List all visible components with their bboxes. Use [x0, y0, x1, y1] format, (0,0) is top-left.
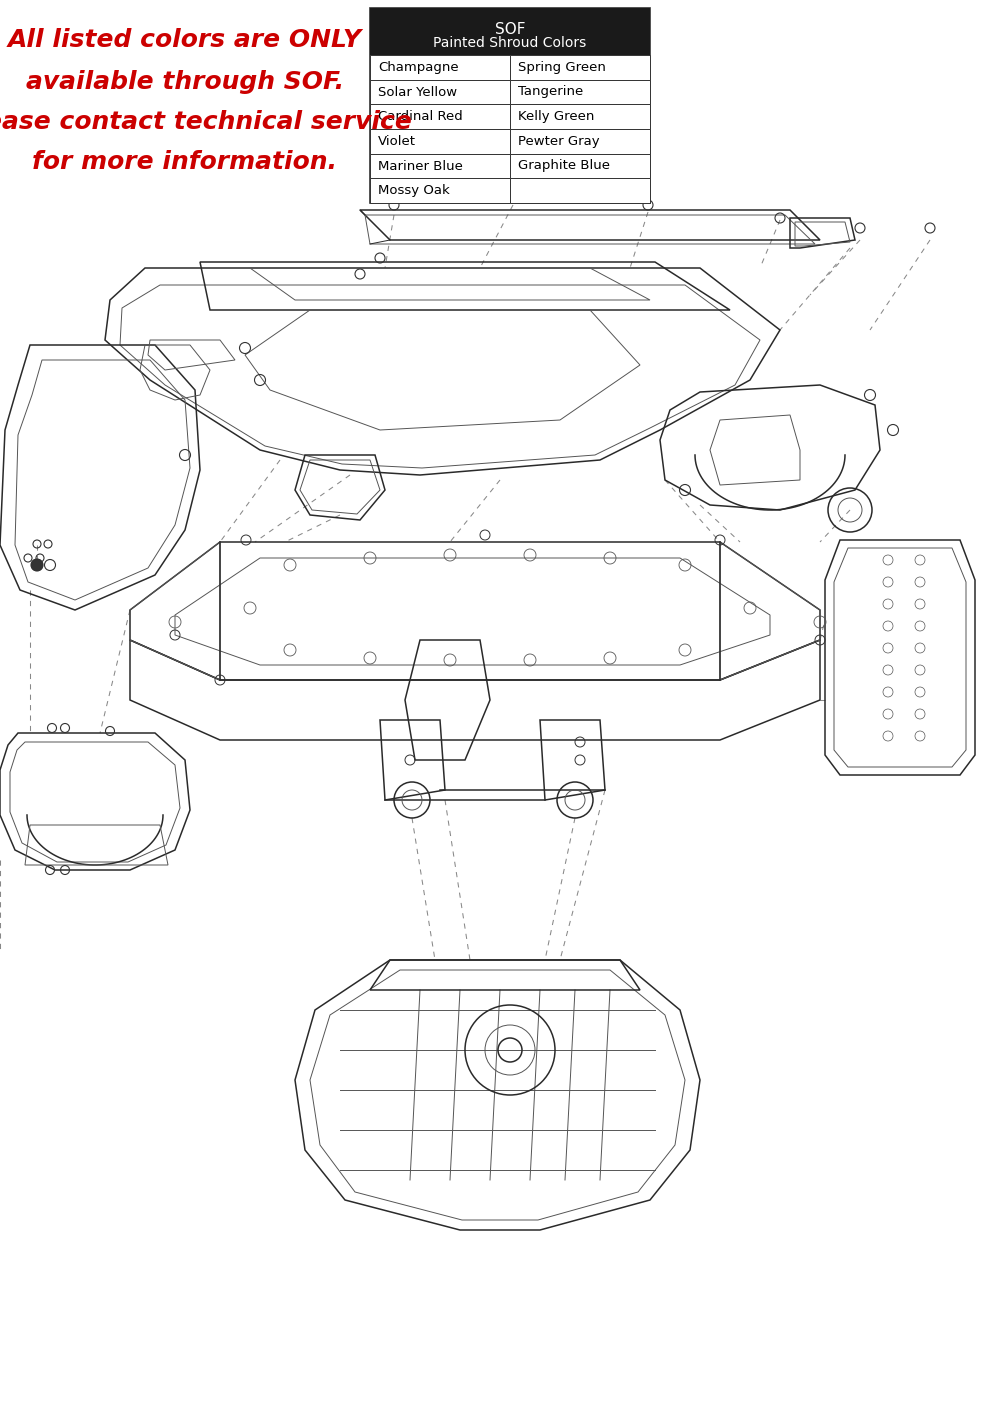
Text: Solar Yellow: Solar Yellow — [378, 85, 457, 98]
FancyBboxPatch shape — [370, 178, 510, 203]
Text: Champagne: Champagne — [378, 61, 459, 74]
FancyBboxPatch shape — [510, 129, 650, 154]
Text: Please contact technical service: Please contact technical service — [0, 110, 412, 134]
FancyBboxPatch shape — [510, 178, 650, 203]
FancyBboxPatch shape — [510, 55, 650, 80]
Text: Tangerine: Tangerine — [518, 85, 583, 98]
Text: available through SOF.: available through SOF. — [26, 70, 344, 94]
Text: Violet: Violet — [378, 135, 416, 148]
Text: SOF: SOF — [495, 21, 525, 37]
FancyBboxPatch shape — [370, 129, 510, 154]
Text: for more information.: for more information. — [32, 149, 338, 174]
FancyBboxPatch shape — [510, 104, 650, 129]
FancyBboxPatch shape — [370, 154, 510, 178]
FancyBboxPatch shape — [510, 80, 650, 104]
FancyBboxPatch shape — [370, 9, 650, 55]
Text: All listed colors are ONLY: All listed colors are ONLY — [8, 28, 362, 53]
Text: Painted Shroud Colors: Painted Shroud Colors — [433, 36, 587, 50]
FancyBboxPatch shape — [370, 80, 510, 104]
FancyBboxPatch shape — [370, 55, 510, 80]
Text: Spring Green: Spring Green — [518, 61, 606, 74]
Text: Kelly Green: Kelly Green — [518, 110, 594, 124]
Text: Mariner Blue: Mariner Blue — [378, 159, 463, 172]
FancyBboxPatch shape — [510, 154, 650, 178]
Text: Cardinal Red: Cardinal Red — [378, 110, 463, 124]
Circle shape — [31, 559, 43, 571]
Text: Pewter Gray: Pewter Gray — [518, 135, 600, 148]
FancyBboxPatch shape — [370, 104, 510, 129]
Text: Mossy Oak: Mossy Oak — [378, 184, 450, 198]
FancyBboxPatch shape — [370, 9, 650, 203]
Text: Graphite Blue: Graphite Blue — [518, 159, 610, 172]
